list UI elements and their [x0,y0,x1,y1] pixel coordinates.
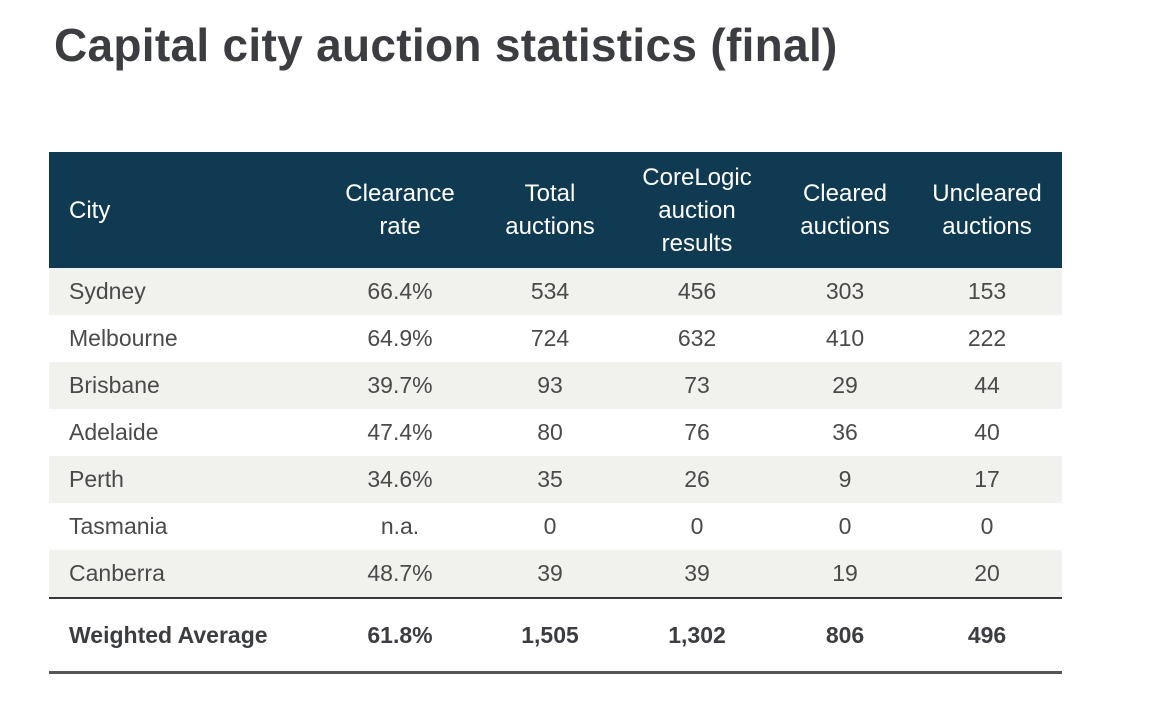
header-corelogic-results-line1: CoreLogic [642,163,752,191]
cell-corelogic-results: 0 [616,503,778,550]
cell-cleared-auctions: 410 [778,315,912,362]
cell-uncleared-auctions: 17 [912,456,1062,503]
cell-clearance-rate: 34.6% [316,456,484,503]
cell-city: Tasmania [49,503,316,550]
header-total-auctions-line1: Total [524,180,576,207]
cell-total-auctions: 724 [484,315,616,362]
cell-uncleared-auctions: 222 [912,315,1062,362]
page-title: Capital city auction statistics (final) [54,19,838,71]
cell-city: Canberra [49,550,316,598]
header-total-auctions: Total auctions [484,152,616,268]
header-cleared-auctions-line2: auctions [800,213,890,240]
header-corelogic-results: CoreLogic auction results [616,152,778,268]
header-corelogic-results-line3: results [661,229,733,257]
cell-cleared-auctions: 29 [778,362,912,409]
cell-clearance-rate: 66.4% [316,268,484,315]
cell-corelogic-results: 632 [616,315,778,362]
cell-cleared-auctions: 303 [778,268,912,315]
total-clearance-rate: 61.8% [316,597,484,674]
cell-corelogic-results: 76 [616,409,778,456]
total-uncleared-auctions: 496 [912,597,1062,674]
cell-cleared-auctions: 19 [778,550,912,598]
header-cleared-auctions: Cleared auctions [778,152,912,268]
table-row: Tasmania n.a. 0 0 0 0 [49,503,1062,550]
header-city-label: City [69,196,111,224]
auction-statistics-table: City Clearance rate Total auctions CoreL… [49,152,1062,674]
table-row: Melbourne 64.9% 724 632 410 222 [49,315,1062,362]
total-total-auctions: 1,505 [484,597,616,674]
total-label: Weighted Average [49,597,316,674]
header-clearance-rate-line2: rate [379,213,421,240]
table-row: Canberra 48.7% 39 39 19 20 [49,550,1062,598]
cell-city: Perth [49,456,316,503]
header-city: City [49,152,316,268]
cell-total-auctions: 0 [484,503,616,550]
header-cleared-auctions-line1: Cleared [802,180,888,207]
cell-total-auctions: 35 [484,456,616,503]
cell-uncleared-auctions: 20 [912,550,1062,598]
cell-clearance-rate: 47.4% [316,409,484,456]
header-uncleared-auctions-line1: Uncleared [932,180,1042,207]
cell-clearance-rate: 39.7% [316,362,484,409]
cell-city: Sydney [49,268,316,315]
total-cleared-auctions: 806 [778,597,912,674]
cell-total-auctions: 534 [484,268,616,315]
table-row: Brisbane 39.7% 93 73 29 44 [49,362,1062,409]
cell-cleared-auctions: 0 [778,503,912,550]
header-clearance-rate: Clearance rate [316,152,484,268]
cell-city: Melbourne [49,315,316,362]
cell-cleared-auctions: 36 [778,409,912,456]
cell-corelogic-results: 456 [616,268,778,315]
cell-corelogic-results: 39 [616,550,778,598]
cell-city: Brisbane [49,362,316,409]
cell-total-auctions: 80 [484,409,616,456]
table-row: Sydney 66.4% 534 456 303 153 [49,268,1062,315]
cell-clearance-rate: 64.9% [316,315,484,362]
header-uncleared-auctions: Uncleared auctions [912,152,1062,268]
table-row: Perth 34.6% 35 26 9 17 [49,456,1062,503]
cell-uncleared-auctions: 0 [912,503,1062,550]
cell-clearance-rate: n.a. [316,503,484,550]
table-total-row: Weighted Average 61.8% 1,505 1,302 806 4… [49,597,1062,674]
cell-total-auctions: 93 [484,362,616,409]
header-clearance-rate-line1: Clearance [345,180,455,207]
cell-city: Adelaide [49,409,316,456]
cell-uncleared-auctions: 153 [912,268,1062,315]
cell-cleared-auctions: 9 [778,456,912,503]
cell-clearance-rate: 48.7% [316,550,484,598]
header-total-auctions-line2: auctions [505,213,595,240]
cell-corelogic-results: 73 [616,362,778,409]
cell-total-auctions: 39 [484,550,616,598]
header-corelogic-results-line2: auction [658,196,736,224]
table-row: Adelaide 47.4% 80 76 36 40 [49,409,1062,456]
cell-uncleared-auctions: 44 [912,362,1062,409]
cell-corelogic-results: 26 [616,456,778,503]
total-corelogic-results: 1,302 [616,597,778,674]
cell-uncleared-auctions: 40 [912,409,1062,456]
table-header-row: City Clearance rate Total auctions CoreL… [49,152,1062,268]
header-uncleared-auctions-line2: auctions [942,213,1032,240]
